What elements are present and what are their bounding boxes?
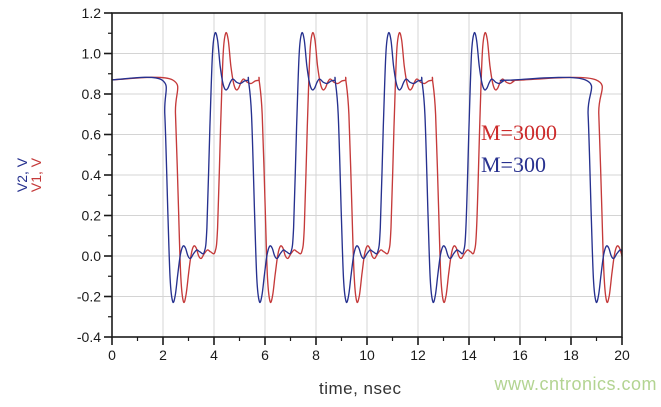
y-axis-label-v1: V1, V — [28, 157, 44, 192]
svg-text:-0.4: -0.4 — [77, 329, 101, 345]
watermark: www.cntronics.com — [494, 374, 657, 394]
svg-text:0.0: 0.0 — [82, 248, 102, 264]
svg-text:10: 10 — [359, 347, 375, 363]
svg-text:0.2: 0.2 — [82, 208, 102, 224]
legend-item: M=3000 — [481, 120, 557, 145]
svg-text:4: 4 — [210, 347, 218, 363]
x-axis-label: time, nsec — [319, 379, 402, 398]
trace-v1 — [111, 31, 623, 304]
svg-text:-0.2: -0.2 — [77, 289, 101, 305]
svg-text:2: 2 — [159, 347, 167, 363]
svg-text:0: 0 — [108, 347, 116, 363]
axis-tick-labels: 0 2 4 6 8 10 12 14 16 18 20 -0.4 -0.2 0.0 0.2 0.4 0.6 0.8… — [77, 5, 630, 363]
svg-text:0.6: 0.6 — [82, 127, 102, 143]
svg-text:14: 14 — [461, 347, 477, 363]
svg-text:1.2: 1.2 — [82, 5, 102, 21]
svg-text:6: 6 — [261, 347, 269, 363]
legend-item: M=300 — [481, 152, 546, 177]
svg-text:1.0: 1.0 — [82, 46, 102, 62]
svg-text:18: 18 — [563, 347, 579, 363]
signal-traces — [111, 31, 623, 304]
svg-text:0.8: 0.8 — [82, 86, 102, 102]
svg-text:16: 16 — [512, 347, 528, 363]
gridlines — [112, 13, 622, 337]
axis-ticks — [104, 12, 623, 345]
svg-text:8: 8 — [312, 347, 320, 363]
svg-text:12: 12 — [410, 347, 426, 363]
svg-text:20: 20 — [614, 347, 630, 363]
trace-v2 — [111, 31, 623, 304]
svg-text:0.4: 0.4 — [82, 167, 102, 183]
y-axis-label-v2: V2, V — [14, 157, 30, 192]
legend: M=3000 M=300 — [481, 117, 557, 181]
